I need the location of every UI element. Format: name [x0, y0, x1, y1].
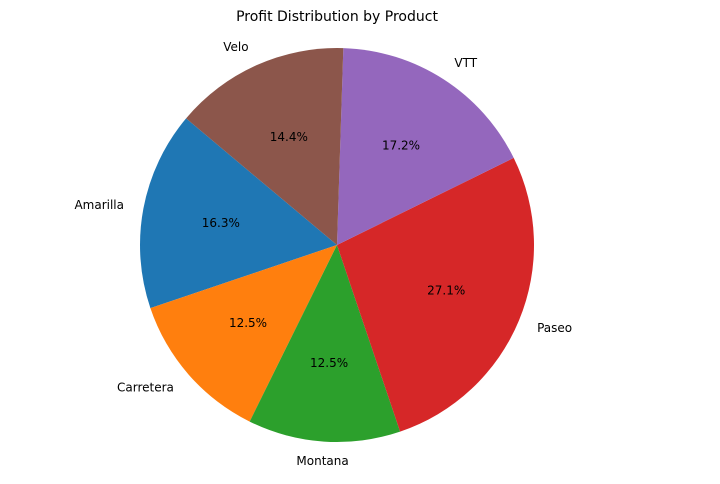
chart-title: Profit Distribution by Product [236, 9, 438, 25]
pie-slice-paseo [337, 157, 535, 432]
pie-percent-labels: 16.3% 12.5% 12.5% 27.1% 17.2% 14.4% [202, 130, 466, 370]
category-label-amarilla: Amarilla [74, 198, 124, 212]
percent-label-vtt: 17.2% [382, 139, 420, 153]
pie-slice-velo [186, 47, 344, 245]
pie-slice-montana [249, 245, 401, 443]
percent-label-paseo: 27.1% [427, 283, 465, 297]
category-label-vtt: VTT [454, 56, 477, 70]
pie-slices [140, 47, 535, 443]
pie-slice-carretera [150, 245, 337, 422]
percent-label-amarilla: 16.3% [202, 216, 240, 230]
category-label-paseo: Paseo [537, 321, 572, 335]
percent-label-velo: 14.4% [270, 130, 308, 144]
category-label-velo: Velo [223, 40, 248, 54]
category-label-montana: Montana [296, 454, 348, 468]
percent-label-montana: 12.5% [310, 356, 348, 370]
pie-category-labels: Amarilla Carretera Montana Paseo VTT Velo [74, 40, 572, 468]
pie-slice-amarilla [140, 118, 337, 309]
pie-slice-vtt [337, 48, 514, 245]
category-label-carretera: Carretera [117, 381, 174, 395]
percent-label-carretera: 12.5% [229, 316, 267, 330]
